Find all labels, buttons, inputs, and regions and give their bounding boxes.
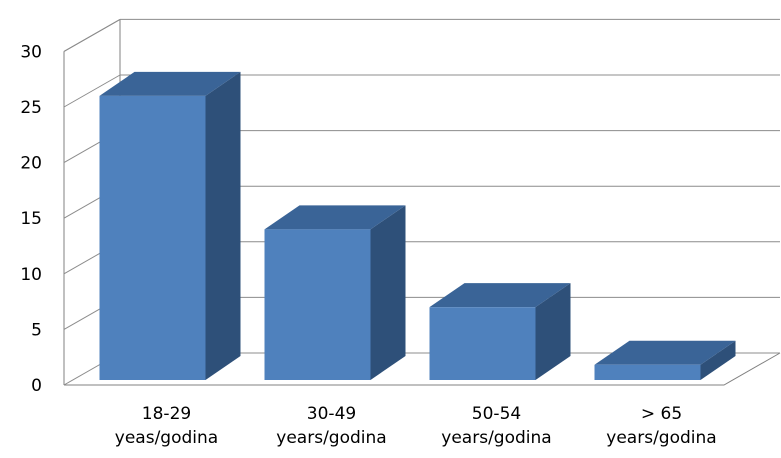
y-tick-label: 15 (20, 209, 42, 229)
y-tick-label: 25 (20, 98, 42, 118)
bar (594, 340, 736, 380)
x-category-label-line: yeas/godina (115, 428, 218, 448)
bar-top (264, 205, 406, 230)
bar-side (700, 340, 736, 380)
bar-top (594, 340, 736, 365)
x-category-label-line: years/godina (606, 428, 716, 448)
gridline-depth (63, 74, 121, 108)
y-tick-label: 0 (31, 376, 42, 396)
x-axis-category-labels: 18-29 yeas/godina 30-49 years/godina 50-54 ye… (115, 404, 717, 448)
bar-side (205, 71, 241, 380)
bar-front (99, 95, 206, 380)
x-category-label-line: years/godina (276, 428, 386, 448)
bar-front (264, 229, 371, 380)
x-category-label: > 65 years/godina (606, 404, 716, 448)
bar (99, 71, 241, 380)
floor-front-edge (64, 352, 781, 386)
bar-front (429, 307, 536, 380)
y-tick-label: 20 (20, 154, 42, 174)
bar (429, 283, 571, 380)
bars (99, 71, 736, 380)
bar-top (99, 71, 241, 96)
y-tick-label: 30 (20, 42, 42, 62)
bar (264, 205, 406, 380)
bar-front (594, 364, 701, 380)
x-category-label-line: years/godina (441, 428, 551, 448)
x-category-label-line: 50-54 (472, 404, 521, 424)
x-category-label-line: > 65 (641, 404, 682, 424)
x-category-label: 30-49 years/godina (276, 404, 386, 448)
y-axis-tick-labels: 0 5 10 15 20 25 30 (20, 42, 42, 396)
bar-side (535, 283, 571, 380)
bar-side (370, 205, 406, 380)
y-tick-label: 10 (20, 265, 42, 285)
x-category-label: 18-29 yeas/godina (115, 404, 218, 448)
x-category-label-line: 18-29 (142, 404, 191, 424)
x-category-label-line: 30-49 (307, 404, 356, 424)
gridline-depth (63, 18, 121, 52)
y-tick-label: 5 (31, 320, 42, 340)
x-category-label: 50-54 years/godina (441, 404, 551, 448)
bar-top (429, 283, 571, 308)
